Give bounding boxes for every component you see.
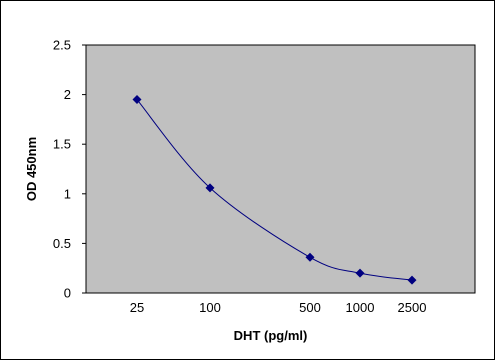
data-point-marker [205, 183, 215, 193]
series-line [136, 99, 413, 281]
y-axis: 0 0.5 1 1.5 2 2.5 [53, 38, 87, 301]
y-tick-label: 2 [64, 87, 71, 102]
data-point-marker [407, 275, 417, 285]
plot-area [85, 44, 476, 294]
series-markers [132, 95, 417, 285]
y-tick-label: 0.5 [53, 236, 71, 251]
x-axis-title: DHT (pg/ml) [234, 328, 308, 343]
x-tick-label: 1000 [346, 300, 375, 315]
y-tick-label: 1.5 [53, 137, 71, 152]
data-point-marker [305, 252, 315, 262]
y-tick-label: 1 [64, 186, 71, 201]
x-axis: 25 100 500 1000 2500 [86, 292, 475, 315]
x-tick-label: 2500 [398, 300, 427, 315]
y-axis-title: OD 450nm [24, 137, 39, 201]
x-tick-label: 100 [199, 300, 221, 315]
data-point-marker [355, 268, 365, 278]
x-tick-label: 25 [130, 300, 144, 315]
y-tick-label: 0 [64, 286, 71, 301]
x-tick-label: 500 [299, 300, 321, 315]
data-point-marker [132, 95, 142, 105]
y-tick-label: 2.5 [53, 38, 71, 53]
